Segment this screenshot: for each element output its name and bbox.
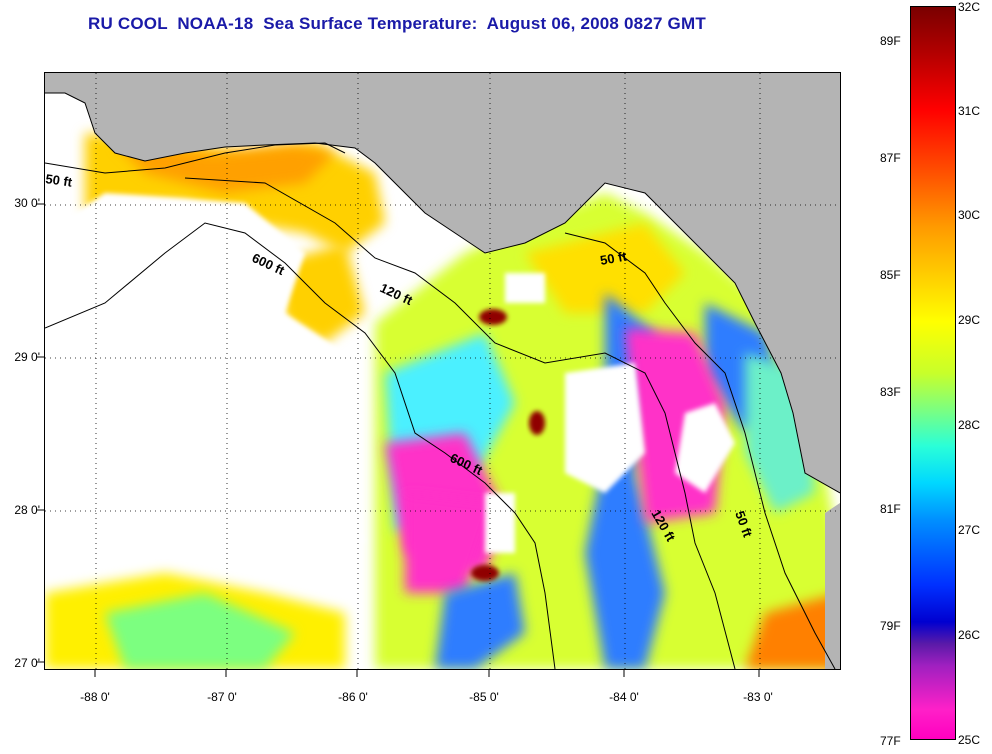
sst-patch-magenta-3 <box>405 493 495 593</box>
land-panhandle <box>45 73 840 493</box>
colorbar-f-85: 85F <box>880 268 901 282</box>
lat-label-28: 28 0' <box>14 503 40 517</box>
colorbar-c-32: 32C <box>958 0 981 14</box>
warm-core-1 <box>479 309 507 325</box>
colorbar-c-25: 25C <box>958 733 981 747</box>
land-peninsula-se <box>825 503 840 669</box>
land <box>45 73 840 669</box>
colorbar-c-30: 30C <box>958 208 981 222</box>
lon-label-85: -85 0' <box>469 690 499 704</box>
cloud-holes <box>45 193 735 553</box>
colorbar-f-83: 83F <box>880 385 901 399</box>
colorbar-f-79: 79F <box>880 619 901 633</box>
warm-core-4 <box>471 565 499 581</box>
colorbar-c-28: 28C <box>958 418 981 432</box>
sst-map: 50 ft 600 ft 120 ft 50 ft 600 ft 120 ft … <box>44 72 841 670</box>
colorbar-f-87: 87F <box>880 151 901 165</box>
isobath-label-50ft-1: 50 ft <box>45 171 74 190</box>
isobath-50ft-east <box>564 232 836 669</box>
sst-patch-green-sw <box>105 593 295 669</box>
lon-label-83: -83 0' <box>743 690 773 704</box>
coastline <box>45 92 840 494</box>
isobath-600ft <box>45 222 556 669</box>
lat-label-30: 30 0' <box>14 196 40 210</box>
sst-patch-yellow-1 <box>525 223 685 313</box>
colorbar-c-31: 31C <box>958 104 981 118</box>
lat-label-27: 27 0' <box>14 656 40 670</box>
lon-label-88: -88 0' <box>80 690 110 704</box>
sst-patch-orange-se <box>745 593 840 669</box>
map-title: RU COOL NOAA-18 Sea Surface Temperature:… <box>88 14 706 33</box>
lon-label-84: -84 0' <box>609 690 639 704</box>
sst-patch-blue-3 <box>435 573 525 669</box>
colorbar-f-77: 77F <box>880 734 901 748</box>
colorbar-c-29: 29C <box>958 313 981 327</box>
lon-label-86: -86 0' <box>338 690 368 704</box>
warm-core-2 <box>529 411 545 435</box>
temperature-colorbar <box>910 6 956 740</box>
isobath-50ft-west <box>45 142 346 174</box>
colorbar-f-89: 89F <box>880 34 901 48</box>
lon-label-87: -87 0' <box>207 690 237 704</box>
colorbar-c-26: 26C <box>958 628 981 642</box>
colorbar-c-27: 27C <box>958 523 981 537</box>
lat-label-29: 29 0' <box>14 350 40 364</box>
isobath-label-50ft-2: 50 ft <box>599 248 629 268</box>
colorbar-f-81: 81F <box>880 502 901 516</box>
sst-map-canvas: 50 ft 600 ft 120 ft 50 ft 600 ft 120 ft … <box>45 73 840 669</box>
